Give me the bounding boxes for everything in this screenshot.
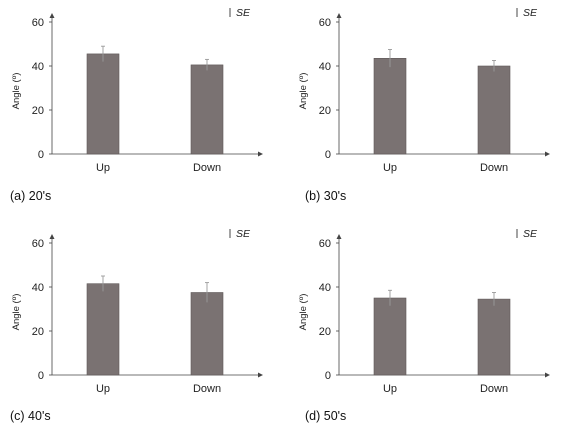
y-tick-label: 20: [319, 326, 331, 338]
y-axis-label: Angle (º): [11, 73, 22, 110]
bar: [477, 65, 511, 155]
chart-panel-2: 0 20 40 60 Angle (º) Up Down SE (b) 30's: [298, 7, 550, 203]
panel-caption: (b) 30's: [305, 189, 346, 203]
x-axis-arrow: [258, 372, 263, 378]
y-axis-arrow: [49, 13, 55, 18]
category-label: Up: [383, 383, 397, 395]
chart-panel-1: 0 20 40 60 Angle (º) Up Down SE (a) 20's: [10, 7, 263, 203]
y-axis-arrow: [336, 13, 342, 18]
category-label: Down: [480, 383, 508, 395]
bar: [373, 57, 407, 155]
x-axis-arrow: [545, 151, 550, 157]
bar: [86, 283, 120, 376]
category-label: Down: [193, 383, 221, 395]
legend-label: SE: [236, 228, 251, 240]
category-label: Up: [96, 383, 110, 395]
y-tick-label: 40: [319, 61, 331, 73]
category-label: Down: [193, 162, 221, 174]
y-axis-label: Angle (º): [298, 294, 309, 331]
y-tick-label: 60: [319, 17, 331, 29]
bar: [190, 292, 224, 376]
chart-panel-4: 0 20 40 60 Angle (º) Up Down SE (d) 50's: [298, 228, 550, 423]
legend-label: SE: [523, 7, 538, 19]
y-tick-label: 20: [32, 105, 44, 117]
bar: [190, 64, 224, 155]
y-tick-label: 20: [319, 105, 331, 117]
y-tick-label: 60: [319, 238, 331, 250]
y-tick-label: 0: [325, 149, 331, 161]
y-axis-arrow: [49, 234, 55, 239]
chart-panel-3: 0 20 40 60 Angle (º) Up Down SE (c) 40's: [10, 228, 263, 423]
y-tick-label: 40: [32, 61, 44, 73]
x-axis-arrow: [258, 151, 263, 157]
category-label: Up: [96, 162, 110, 174]
panel-caption: (c) 40's: [10, 409, 51, 423]
y-tick-label: 40: [319, 282, 331, 294]
y-axis-arrow: [336, 234, 342, 239]
bar: [86, 53, 120, 155]
y-tick-label: 0: [325, 370, 331, 382]
y-axis-label: Angle (º): [298, 73, 309, 110]
y-tick-label: 60: [32, 238, 44, 250]
x-axis-arrow: [545, 372, 550, 378]
y-tick-label: 40: [32, 282, 44, 294]
y-tick-label: 20: [32, 326, 44, 338]
category-label: Up: [383, 162, 397, 174]
y-axis-label: Angle (º): [11, 294, 22, 331]
category-label: Down: [480, 162, 508, 174]
y-tick-label: 0: [38, 149, 44, 161]
y-tick-label: 0: [38, 370, 44, 382]
panel-caption: (a) 20's: [10, 189, 51, 203]
bar: [373, 297, 407, 376]
panel-caption: (d) 50's: [305, 409, 346, 423]
bar: [477, 298, 511, 376]
y-tick-label: 60: [32, 17, 44, 29]
legend-label: SE: [236, 7, 251, 19]
legend-label: SE: [523, 228, 538, 240]
